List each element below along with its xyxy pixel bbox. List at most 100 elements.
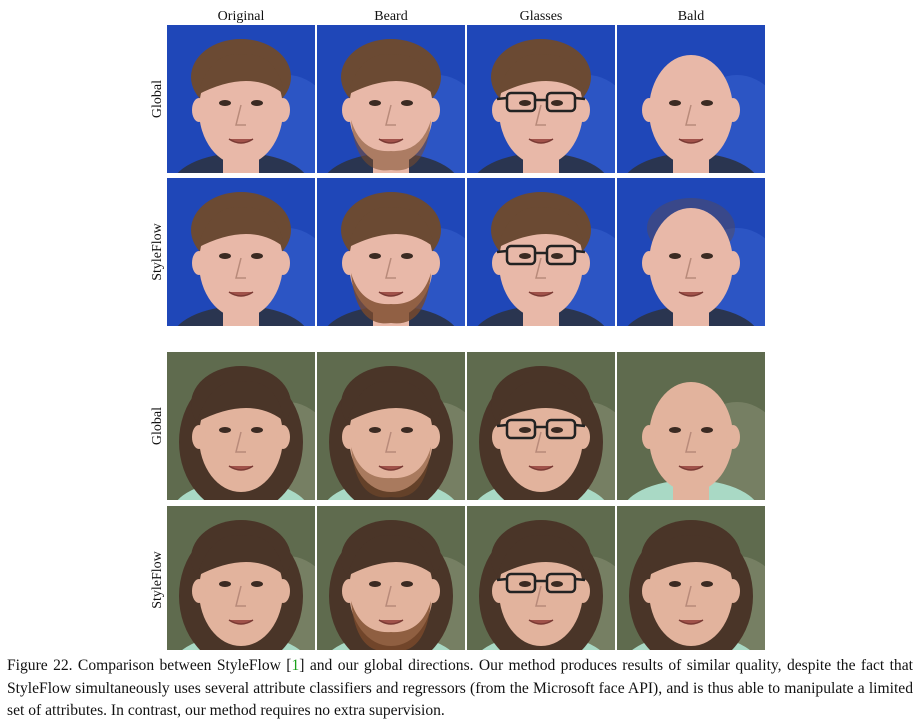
- fringe: [347, 54, 435, 95]
- mouth: [528, 138, 554, 144]
- nose: [235, 585, 246, 607]
- fringe: [197, 535, 285, 576]
- fringe: [347, 535, 435, 576]
- image-content: [617, 506, 765, 650]
- ear: [642, 251, 656, 275]
- eye: [369, 100, 381, 106]
- eye: [519, 100, 531, 106]
- fringe: [497, 207, 585, 248]
- nose: [235, 104, 246, 126]
- ear: [642, 98, 656, 122]
- column-header: Original: [218, 9, 265, 24]
- mouth: [528, 465, 554, 471]
- mouth: [378, 291, 404, 297]
- nose: [385, 257, 396, 279]
- eye: [519, 427, 531, 433]
- mouth: [678, 465, 704, 471]
- mouth: [378, 138, 404, 144]
- glasses: [496, 572, 586, 594]
- ear: [576, 425, 590, 449]
- eye: [669, 581, 681, 587]
- temple: [574, 249, 586, 254]
- nose: [535, 104, 546, 126]
- eye: [401, 253, 413, 259]
- eye: [701, 253, 713, 259]
- face-image: [617, 178, 765, 326]
- ear: [276, 251, 290, 275]
- nose: [235, 257, 246, 279]
- ear: [342, 98, 356, 122]
- ear: [276, 425, 290, 449]
- face-image: [467, 352, 615, 500]
- face: [649, 208, 733, 318]
- face: [649, 382, 733, 492]
- caption-text: Figure 22. Comparison between StyleFlow …: [7, 657, 292, 674]
- row-label: StyleFlow: [150, 550, 165, 608]
- eye: [219, 427, 231, 433]
- lens: [505, 244, 537, 266]
- ear: [342, 251, 356, 275]
- lens: [545, 244, 577, 266]
- lens: [505, 91, 537, 113]
- face-image: [617, 506, 765, 650]
- face-image: [317, 352, 465, 500]
- fringe: [647, 535, 735, 576]
- nose: [685, 585, 696, 607]
- mouth: [228, 465, 254, 471]
- image-content: [617, 352, 765, 500]
- nose: [685, 257, 696, 279]
- ear: [726, 579, 740, 603]
- image-content: [317, 352, 465, 500]
- ear: [342, 579, 356, 603]
- mouth: [228, 291, 254, 297]
- fringe: [347, 381, 435, 422]
- ear: [276, 579, 290, 603]
- eye: [669, 427, 681, 433]
- eye: [551, 427, 563, 433]
- eye: [669, 253, 681, 259]
- eye: [251, 100, 263, 106]
- mouth: [378, 465, 404, 471]
- image-content: [167, 178, 315, 326]
- face-image: [167, 506, 315, 650]
- mouth: [528, 291, 554, 297]
- lens: [545, 91, 577, 113]
- image-content: [467, 352, 615, 500]
- eye: [551, 100, 563, 106]
- ear: [576, 98, 590, 122]
- mouth: [678, 619, 704, 625]
- citation-link[interactable]: 1: [291, 657, 300, 674]
- ear: [492, 579, 506, 603]
- fringe: [197, 54, 285, 95]
- eye: [251, 427, 263, 433]
- ear: [426, 251, 440, 275]
- fringe: [497, 381, 585, 422]
- nose: [385, 104, 396, 126]
- face-image: [317, 506, 465, 650]
- temple: [574, 96, 586, 101]
- temple: [496, 96, 508, 101]
- face-image: [467, 178, 615, 326]
- ear: [426, 98, 440, 122]
- face-image: [317, 25, 465, 173]
- fringe: [347, 207, 435, 248]
- face-image: [167, 352, 315, 500]
- mouth: [678, 138, 704, 144]
- nose: [235, 431, 246, 453]
- nose: [685, 431, 696, 453]
- eye: [219, 253, 231, 259]
- image-content: [317, 178, 465, 326]
- lens: [545, 572, 577, 594]
- mouth: [378, 619, 404, 625]
- ear: [576, 251, 590, 275]
- row-label: StyleFlow: [150, 222, 165, 280]
- face-image: [317, 178, 465, 326]
- eye: [519, 253, 531, 259]
- ear: [492, 425, 506, 449]
- image-content: [317, 25, 465, 173]
- image-content: [167, 506, 315, 650]
- lens: [505, 418, 537, 440]
- nose: [535, 257, 546, 279]
- mouth: [228, 619, 254, 625]
- caption-text: ] and our global directions. Our method …: [7, 657, 913, 719]
